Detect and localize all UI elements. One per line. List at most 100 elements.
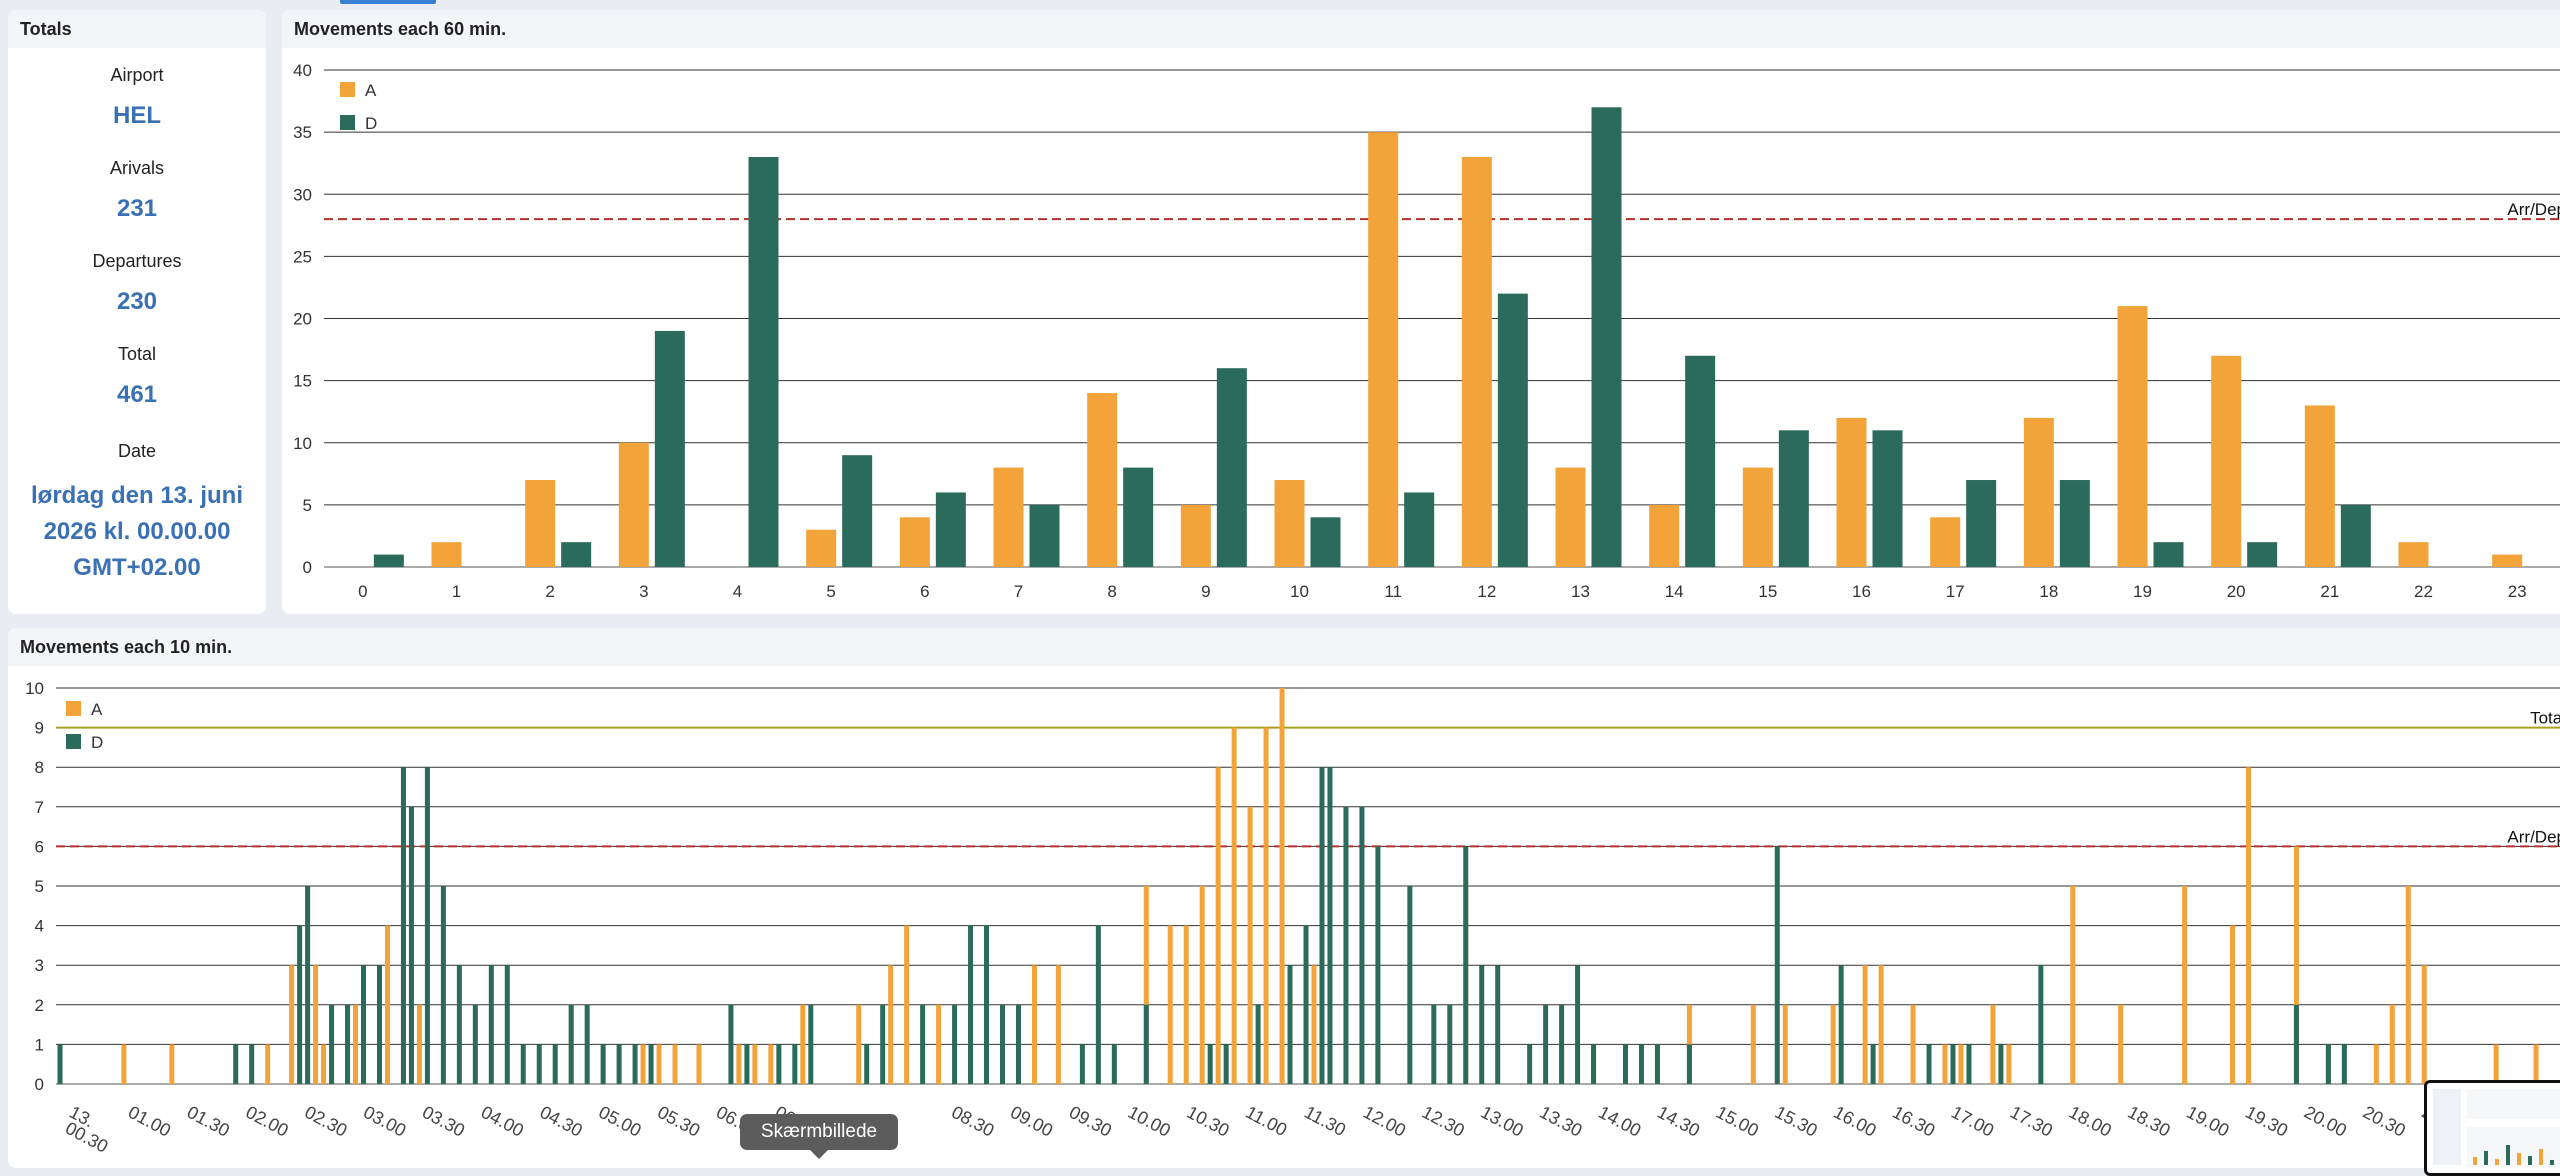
bar-d <box>600 1044 606 1084</box>
bar-d <box>808 1004 814 1084</box>
bar-a <box>993 467 1024 567</box>
x-tick-label: 18.30 <box>2124 1102 2173 1141</box>
bar-a <box>289 965 295 1084</box>
bar-a <box>2182 886 2188 1084</box>
bar-d <box>776 1044 782 1084</box>
bar-a <box>1368 132 1399 567</box>
y-tick-label: 25 <box>293 247 312 266</box>
x-tick-label: 01.30 <box>184 1102 233 1141</box>
bar-a <box>1031 965 1037 1084</box>
total-label: Total <box>117 344 157 364</box>
x-tick-label: 08.30 <box>948 1102 997 1141</box>
x-tick-label: 23 <box>2508 582 2527 601</box>
bar-d <box>305 886 311 1084</box>
bar-a <box>353 1004 359 1084</box>
x-tick-label: 04.00 <box>478 1102 527 1141</box>
thumbnail-bar <box>2473 1157 2477 1165</box>
bar-d <box>1359 806 1365 1084</box>
bar-a <box>2533 1044 2539 1084</box>
bar-d <box>345 1004 351 1084</box>
bar-d <box>1774 846 1780 1084</box>
bar-d <box>1591 107 1622 568</box>
bar-d <box>57 1044 63 1084</box>
bar-d <box>935 492 966 567</box>
bar-d <box>233 1044 239 1084</box>
bar-d <box>1685 355 1716 567</box>
bar-d <box>792 1044 798 1084</box>
top-tab-strip <box>0 0 2560 6</box>
x-tick-label: 8 <box>1107 582 1116 601</box>
bar-d <box>552 1044 558 1084</box>
bar-d <box>1223 1044 1229 1084</box>
bar-d <box>376 965 382 1084</box>
bar-a <box>696 1044 702 1084</box>
bar-a <box>1836 417 1867 567</box>
arrivals-label: Arivals <box>109 158 164 178</box>
hourly-chart: 0510152025303540Arr/DepAD012345678910111… <box>293 61 2560 601</box>
bar-d <box>568 1004 574 1084</box>
x-tick-label: 09.00 <box>1007 1102 1056 1141</box>
bar-d <box>1123 467 1154 567</box>
bar-a <box>1055 965 1061 1084</box>
bar-d <box>1327 767 1333 1084</box>
x-tick-label: 12 <box>1477 582 1496 601</box>
bar-a <box>525 480 556 567</box>
y-tick-label: 0 <box>303 558 312 577</box>
bar-d <box>2341 1044 2347 1084</box>
bar-a <box>265 1044 271 1084</box>
bar-a <box>2373 1044 2379 1084</box>
bar-a <box>1942 1044 1948 1084</box>
x-tick-label: 10.30 <box>1184 1102 1233 1141</box>
bar-d <box>1654 1044 1660 1084</box>
bar-d <box>744 1044 750 1084</box>
bar-a <box>1247 806 1253 1084</box>
x-tick-label: 01.00 <box>125 1102 174 1141</box>
bar-d <box>1872 430 1903 567</box>
bar-d <box>1319 767 1325 1084</box>
x-tick-label: 02.00 <box>243 1102 292 1141</box>
departures-value: 230 <box>116 288 158 315</box>
bar-d <box>1255 1004 1261 1084</box>
x-tick-label: 2 <box>545 582 554 601</box>
x-tick-label: 14.00 <box>1595 1102 1644 1141</box>
bar-d <box>1591 1044 1597 1084</box>
ten-minute-chart-title: Movements each 10 min. <box>8 628 2560 666</box>
bar-d <box>632 1044 638 1084</box>
x-tick-label: 03.00 <box>360 1102 409 1141</box>
bar-d <box>1029 504 1060 567</box>
bar-a <box>1958 1044 1964 1084</box>
bar-a <box>806 529 837 567</box>
x-tick-label: 16.00 <box>1830 1102 1879 1141</box>
bar-d <box>1407 886 1413 1084</box>
legend-swatch-d <box>66 734 81 749</box>
bar-d <box>373 554 404 567</box>
active-tab-indicator[interactable] <box>340 0 436 4</box>
x-tick-label: 19 <box>2133 582 2152 601</box>
x-tick-label: 20.00 <box>2301 1102 2350 1141</box>
bar-d <box>1870 1044 1876 1084</box>
bar-a <box>936 1004 942 1084</box>
bar-d <box>440 886 446 1084</box>
total-value: 461 <box>116 381 158 408</box>
x-tick-label: 16.30 <box>1889 1102 1938 1141</box>
bar-a <box>1930 517 1961 567</box>
legend-swatch-a <box>340 82 355 97</box>
x-tick-label: 14.30 <box>1654 1102 1703 1141</box>
x-tick-label: 14 <box>1665 582 1684 601</box>
bar-d <box>504 965 510 1084</box>
bar-d <box>1638 1044 1644 1084</box>
x-tick-label: 05.00 <box>595 1102 644 1141</box>
totals-panel: Totals Airport HEL Arivals 231 Departure… <box>8 10 266 614</box>
bar-d <box>472 1004 478 1084</box>
bar-a <box>1274 480 1305 567</box>
bar-a <box>1199 886 1205 1084</box>
x-tick-label: 15 <box>1758 582 1777 601</box>
bar-a <box>640 1044 646 1084</box>
thumbnail-bar <box>2539 1149 2543 1165</box>
screenshot-thumbnail[interactable] <box>2424 1080 2560 1176</box>
hourly-chart-title: Movements each 60 min. <box>282 10 2560 48</box>
bar-d <box>400 767 406 1084</box>
x-tick-label: 19.30 <box>2242 1102 2291 1141</box>
bar-a <box>618 442 649 567</box>
bar-a <box>800 1004 806 1084</box>
